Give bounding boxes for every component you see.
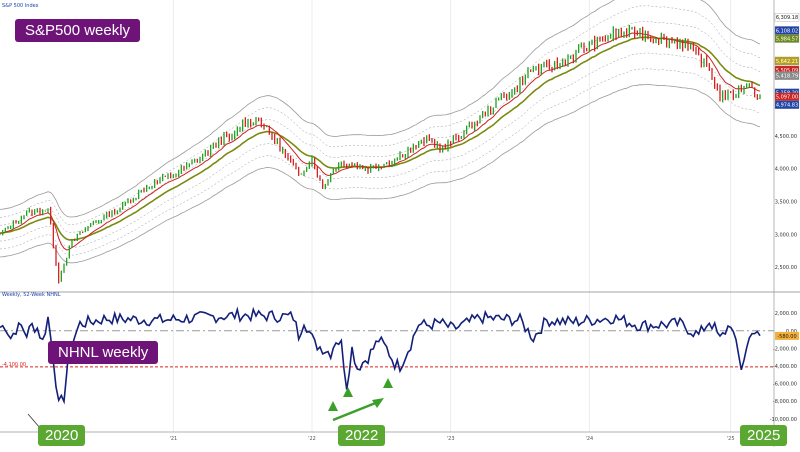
threshold-label: -4,100.00 xyxy=(2,362,26,368)
nhnl-y-tick-label: -8,000.00 xyxy=(773,399,797,405)
x-tick-label: '22 xyxy=(308,436,316,442)
price-badge xyxy=(774,34,800,43)
sp500-weekly-tag: S&P500 weekly xyxy=(15,19,141,42)
trend-arrow-shaft xyxy=(332,400,379,422)
x-tick-label: '21 xyxy=(169,436,177,442)
price-badge-label: 6,309.18 xyxy=(776,15,798,21)
price-y-tick-label: 4,500.00 xyxy=(775,134,797,140)
price-badge-label: 5,505.09 xyxy=(776,68,798,74)
envelope-line xyxy=(0,5,761,225)
price-badge xyxy=(774,13,800,22)
annotation-2022: 2022 xyxy=(338,425,386,446)
price-badge xyxy=(774,100,800,109)
price-y-tick-label: 2,500.00 xyxy=(775,265,797,271)
price-badge-label: 5,984.57 xyxy=(776,37,798,43)
nhnl-panel-title: Weekly, 52-Week NHNL xyxy=(2,292,61,298)
x-tick-label: '24 xyxy=(585,436,593,442)
trend-arrow-head xyxy=(372,398,384,408)
price-y-tick-label: 3,000.00 xyxy=(775,232,797,238)
envelope-line xyxy=(0,0,761,218)
annotation-2020: 2020 xyxy=(38,425,86,446)
ma-fast-line xyxy=(0,32,761,251)
triangle-marker xyxy=(383,378,393,388)
price-badge xyxy=(774,71,800,80)
nhnl-y-tick-label: -6,000.00 xyxy=(773,382,797,388)
price-badge-label: 5,418.79 xyxy=(776,74,798,80)
price-badge-label: 4,974.83 xyxy=(776,103,798,109)
price-y-tick-label: 4,000.00 xyxy=(775,167,797,173)
price-badge-label: 5,642.21 xyxy=(776,59,798,65)
x-tick-label: '25 xyxy=(727,436,735,442)
nhnl-y-tick-label: -2,000.00 xyxy=(773,346,797,352)
nhnl-y-tick-label: -10,000.00 xyxy=(770,417,797,423)
nhnl-line xyxy=(0,306,761,405)
nhnl-weekly-tag: NHNL weekly xyxy=(48,341,159,364)
envelope-line xyxy=(0,84,761,264)
envelope-line xyxy=(0,52,761,248)
nhnl-current-badge xyxy=(775,331,799,340)
price-badge-label: 6,108.02 xyxy=(776,28,798,34)
nhnl-y-tick-label: -4,000.00 xyxy=(773,364,797,370)
nhnl-y-tick-label: 2,000.00 xyxy=(775,311,797,317)
x-tick-label: '23 xyxy=(447,436,455,442)
triangle-marker xyxy=(343,387,353,397)
annotation-2025: 2025 xyxy=(740,425,788,446)
price-badge-label: 5,097.00 xyxy=(776,95,798,101)
nhnl-y-tick-label: 0.00 xyxy=(786,329,797,335)
triangle-marker xyxy=(328,401,338,411)
price-badge xyxy=(774,56,800,66)
price-panel-title: S&P 500 Index xyxy=(2,3,39,9)
nhnl-current-label: -580.00 xyxy=(777,334,796,340)
price-y-tick-label: 3,500.00 xyxy=(775,199,797,205)
